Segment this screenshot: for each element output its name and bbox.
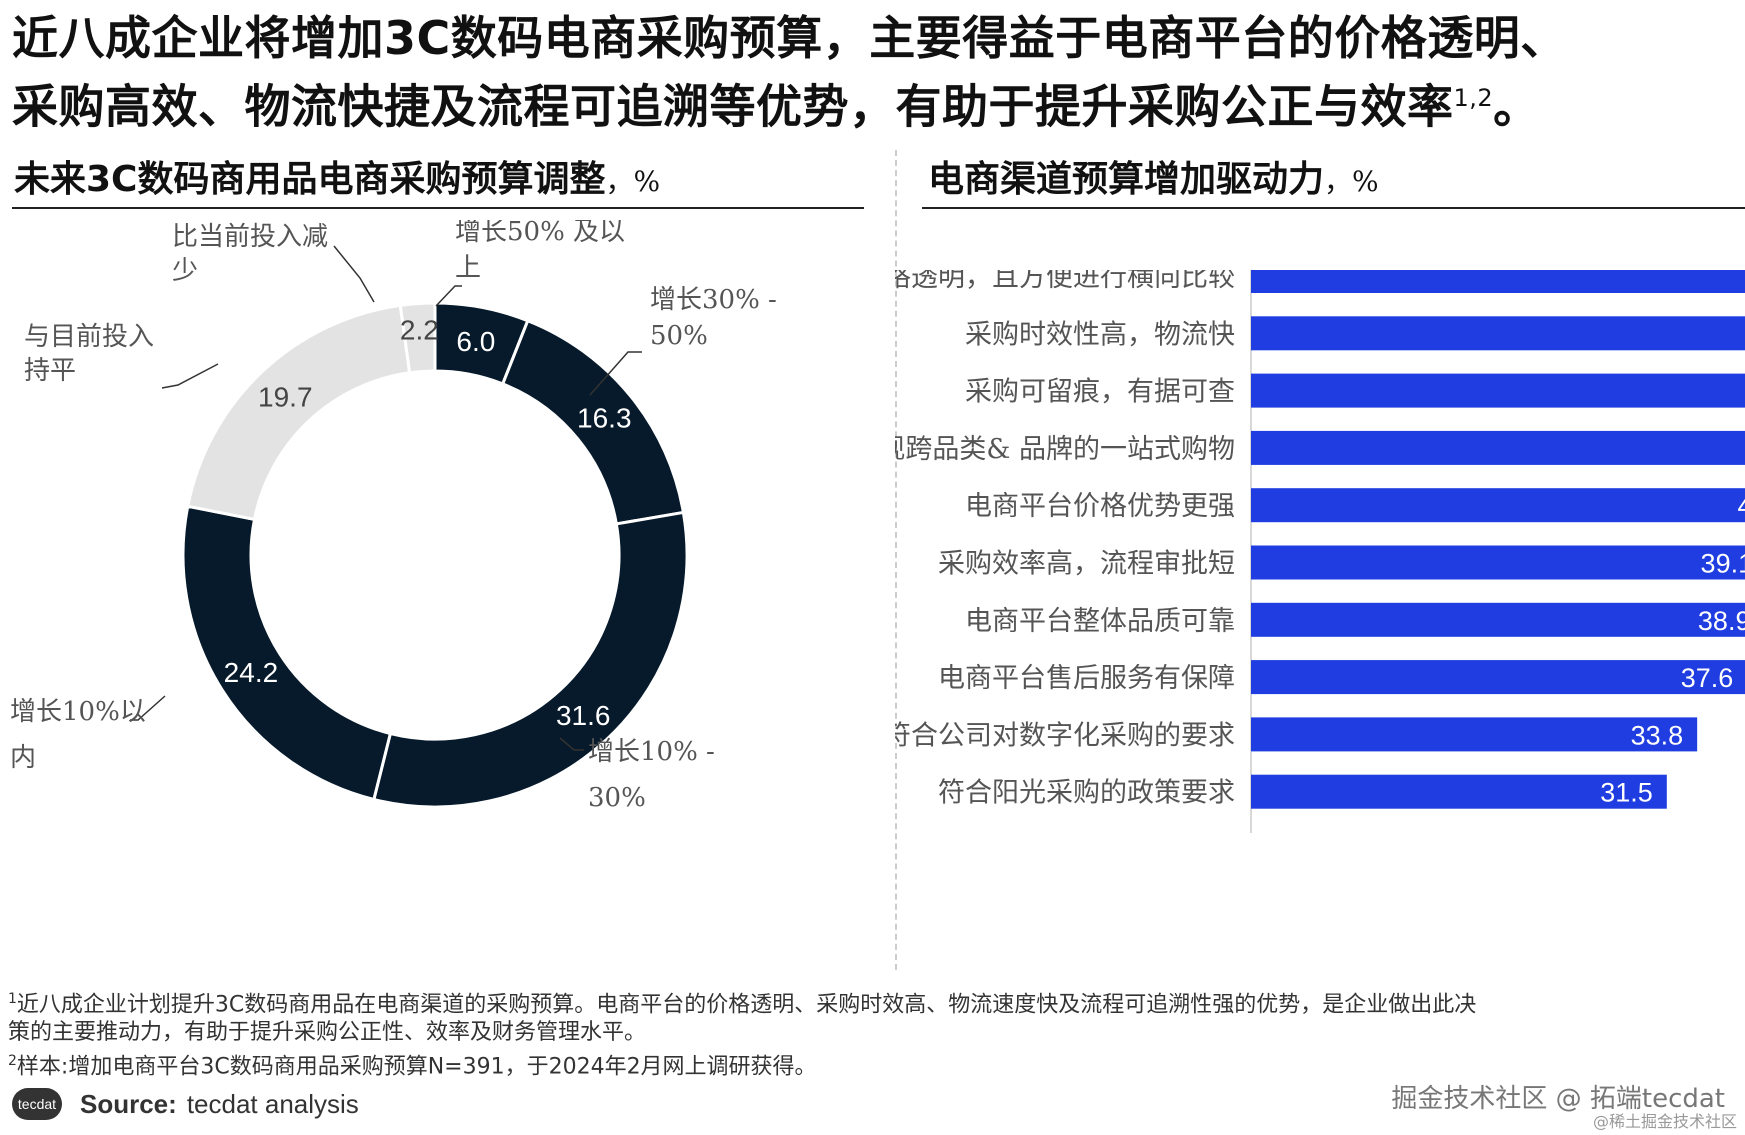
bar <box>1251 430 1745 465</box>
bar-value-label: 39.1 <box>1701 549 1745 579</box>
donut-category-label: 持平 <box>24 356 76 386</box>
footnote-2: 2样本:增加电商平台3C数码商用品采购预算N=391，于2024年2月网上调研获… <box>8 1053 817 1080</box>
left-title-rule <box>12 207 864 209</box>
source-line: tecdat Source: tecdat analysis <box>12 1088 359 1120</box>
donut-value-label: 31.6 <box>556 700 611 731</box>
bar <box>1251 316 1745 351</box>
watermark-sub: @稀土掘金技术社区 <box>1592 1112 1737 1131</box>
bar-value-label: 41.9 <box>1738 491 1745 521</box>
footnote-1: 1近八成企业计划提升3C数码商用品在电商渠道的采购预算。电商平台的价格透明、采购… <box>8 991 1477 1046</box>
donut-leader-line <box>130 695 166 721</box>
bar-value-label: 31.5 <box>1600 778 1653 808</box>
bar <box>1251 545 1745 580</box>
donut-value-label: 19.7 <box>258 382 313 413</box>
donut-category-label: 50% <box>650 321 708 351</box>
source-text: tecdat analysis <box>186 1088 359 1119</box>
source-label: Source: <box>80 1088 177 1119</box>
bar-category-label: 采购效率高，流程审批短 <box>938 549 1235 580</box>
bar-category-label: 电商平台整体品质可靠 <box>965 606 1235 637</box>
donut-category-label: 上 <box>455 253 481 283</box>
title-line-1: 近八成企业将增加3C数码电商采购预算，主要得益于电商平台的价格透明、 <box>12 11 1567 65</box>
watermark-main: 掘金技术社区 @ 拓端tecdat <box>1391 1084 1725 1114</box>
donut-leader-line <box>333 245 375 303</box>
donut-leader-line <box>589 351 642 396</box>
donut-category-label: 内 <box>10 743 36 773</box>
bar-category-label: 采购可留痕，有据可查 <box>965 377 1235 408</box>
donut-leader-line <box>435 285 462 307</box>
bar-value-label: 33.8 <box>1631 720 1684 750</box>
right-title-rule <box>922 207 1745 209</box>
bar-category-label: 价格透明，且方便进行横向比较 <box>895 270 1235 293</box>
title-line-2: 采购高效、物流快捷及流程可追溯等优势，有助于提升采购公正与效率1,2。 <box>12 79 1540 134</box>
page-title: 近八成企业将增加3C数码电商采购预算，主要得益于电商平台的价格透明、 采购高效、… <box>12 8 1737 136</box>
bar-category-label: 符合阳光采购的政策要求 <box>938 778 1235 809</box>
bar-value-label: 37.6 <box>1681 663 1734 693</box>
donut-value-label: 16.3 <box>577 403 632 434</box>
panel-divider <box>895 150 897 970</box>
tecdat-logo: tecdat <box>12 1088 62 1120</box>
donut-leader-line <box>559 737 584 751</box>
bar-category-label: 采购时效性高，物流快 <box>965 319 1235 350</box>
donut-slice <box>398 301 437 375</box>
donut-value-label: 24.2 <box>224 657 279 688</box>
donut-value-label: 6.0 <box>456 326 495 357</box>
donut-category-label: 增长30% - <box>650 285 777 315</box>
bar-chart: 48.9价格透明，且方便进行横向比较47.7采购时效性高，物流快45.3采购可留… <box>895 270 1745 833</box>
donut-category-label: 增长50% 及以 <box>455 220 625 247</box>
bar <box>1251 373 1745 408</box>
bar <box>1251 774 1667 809</box>
bar <box>1251 270 1745 293</box>
bar-value-label: 38.9 <box>1698 606 1745 636</box>
donut-slice <box>372 510 689 809</box>
bar-category-label: 可实现跨品类& 品牌的一站式购物 <box>895 434 1235 465</box>
donut-category-label: 与目前投入 <box>24 322 154 352</box>
right-panel-title: 电商渠道预算增加驱动力，% <box>928 159 1379 200</box>
donut-slice <box>181 504 393 802</box>
bar <box>1251 602 1745 637</box>
donut-category-label: 少 <box>172 256 198 286</box>
title-superscript: 1,2 <box>1453 84 1494 112</box>
bar <box>1251 660 1745 695</box>
bar-category-label: 符合公司对数字化采购的要求 <box>895 720 1235 751</box>
bar <box>1251 488 1745 523</box>
bar-category-label: 电商平台价格优势更强 <box>965 491 1235 522</box>
donut-leader-line <box>161 363 219 389</box>
bar-category-label: 电商平台售后服务有保障 <box>938 663 1235 694</box>
donut-category-label: 比当前投入减 <box>172 222 328 252</box>
left-panel-title: 未来3C数码商用品电商采购预算调整，% <box>14 159 661 200</box>
donut-category-label: 增长10%以 <box>10 697 146 727</box>
donut-category-label: 增长10% - <box>588 737 715 767</box>
donut-category-label: 30% <box>588 783 646 813</box>
donut-value-label: 2.2 <box>400 315 439 346</box>
bar <box>1251 717 1698 752</box>
